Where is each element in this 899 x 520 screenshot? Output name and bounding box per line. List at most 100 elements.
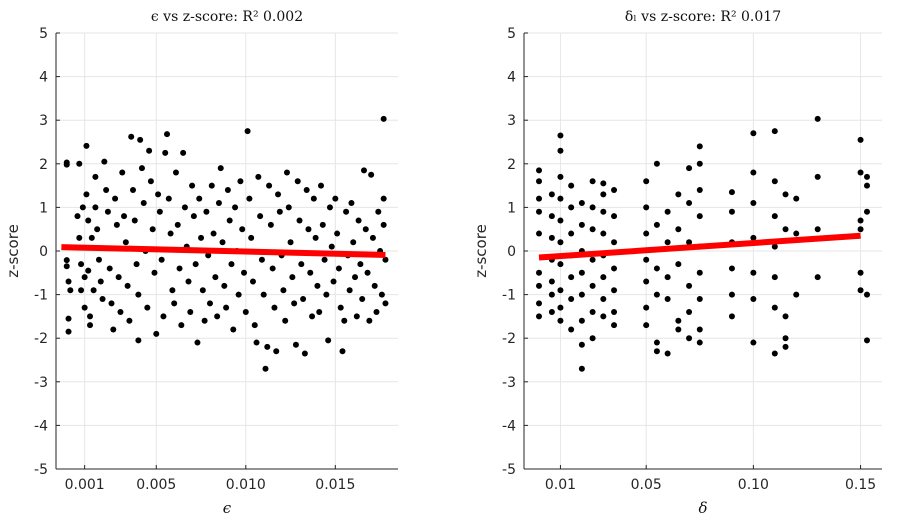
data-point	[548, 291, 555, 298]
data-point	[536, 167, 543, 174]
data-point	[257, 213, 264, 220]
data-point	[643, 178, 650, 185]
data-point	[557, 261, 564, 268]
data-point	[101, 158, 108, 165]
y-axis-label: z-score	[472, 224, 490, 278]
data-point	[325, 337, 332, 344]
data-point	[135, 291, 142, 298]
data-point	[164, 131, 171, 138]
data-point	[373, 309, 380, 316]
data-point	[203, 208, 210, 215]
data-point	[285, 204, 292, 211]
data-point	[291, 300, 298, 307]
data-point	[301, 350, 308, 357]
data-point	[97, 278, 104, 285]
data-point	[146, 147, 153, 154]
chart-title: δₗ vs z-score: R² 0.017	[625, 9, 781, 25]
data-point	[653, 265, 660, 272]
data-point	[242, 309, 249, 316]
data-point	[557, 132, 564, 139]
data-point	[244, 128, 251, 135]
data-point	[378, 291, 385, 298]
data-point	[782, 313, 789, 320]
data-point	[232, 204, 239, 211]
data-point	[643, 204, 650, 211]
data-point	[241, 269, 248, 276]
data-point	[686, 309, 693, 316]
data-point	[326, 204, 333, 211]
data-point	[162, 149, 169, 156]
data-point	[208, 182, 215, 189]
data-point	[857, 269, 864, 276]
data-point	[364, 269, 371, 276]
data-point	[258, 256, 265, 263]
data-point	[135, 337, 142, 344]
data-point	[536, 230, 543, 237]
data-point	[115, 274, 122, 281]
data-point	[282, 317, 289, 324]
data-point	[237, 178, 244, 185]
data-point	[611, 186, 618, 193]
data-point	[536, 178, 543, 185]
data-point	[122, 239, 129, 246]
data-point	[696, 160, 703, 167]
data-point	[728, 189, 735, 196]
data-point	[230, 326, 237, 333]
x-tick-label: 0.15	[845, 477, 876, 493]
data-point	[341, 317, 348, 324]
data-point	[750, 169, 757, 176]
x-tick-label: 0.01	[545, 477, 576, 493]
data-point	[172, 169, 179, 176]
data-point	[312, 234, 319, 241]
data-point	[289, 274, 296, 281]
data-point	[857, 217, 864, 224]
data-point	[600, 180, 607, 187]
data-point	[113, 221, 120, 228]
data-point	[600, 295, 607, 302]
data-point	[214, 313, 221, 320]
data-point	[248, 234, 255, 241]
data-point	[343, 208, 350, 215]
data-point	[675, 191, 682, 198]
data-point	[79, 204, 86, 211]
data-point	[262, 365, 269, 372]
data-point	[368, 171, 375, 178]
data-point	[121, 213, 128, 220]
data-point	[112, 195, 119, 202]
data-point	[696, 326, 703, 333]
data-point	[863, 182, 870, 189]
data-point	[600, 313, 607, 320]
data-point	[728, 208, 735, 215]
y-tick-label: 5	[507, 26, 516, 42]
data-point	[548, 213, 555, 220]
data-point	[750, 234, 757, 241]
data-point	[300, 295, 307, 302]
data-point	[174, 221, 181, 228]
data-point	[201, 317, 208, 324]
data-point	[643, 230, 650, 237]
data-point	[557, 287, 564, 294]
data-point	[557, 173, 564, 180]
data-point	[294, 178, 301, 185]
data-point	[611, 287, 618, 294]
y-tick-label: 1	[39, 200, 48, 216]
data-point	[578, 341, 585, 348]
data-point	[128, 133, 135, 140]
y-tick-label: -3	[34, 375, 48, 391]
data-point	[335, 265, 342, 272]
data-point	[126, 317, 133, 324]
data-point	[269, 265, 276, 272]
data-point	[85, 267, 92, 274]
data-point	[92, 204, 99, 211]
data-point	[382, 300, 389, 307]
x-tick-label: 0.10	[738, 477, 769, 493]
data-point	[226, 217, 233, 224]
data-point	[219, 239, 226, 246]
data-point	[169, 287, 176, 294]
data-point	[235, 291, 242, 298]
data-point	[675, 317, 682, 324]
data-point	[568, 230, 575, 237]
data-point	[63, 263, 70, 270]
data-point	[548, 191, 555, 198]
data-point	[675, 326, 682, 333]
